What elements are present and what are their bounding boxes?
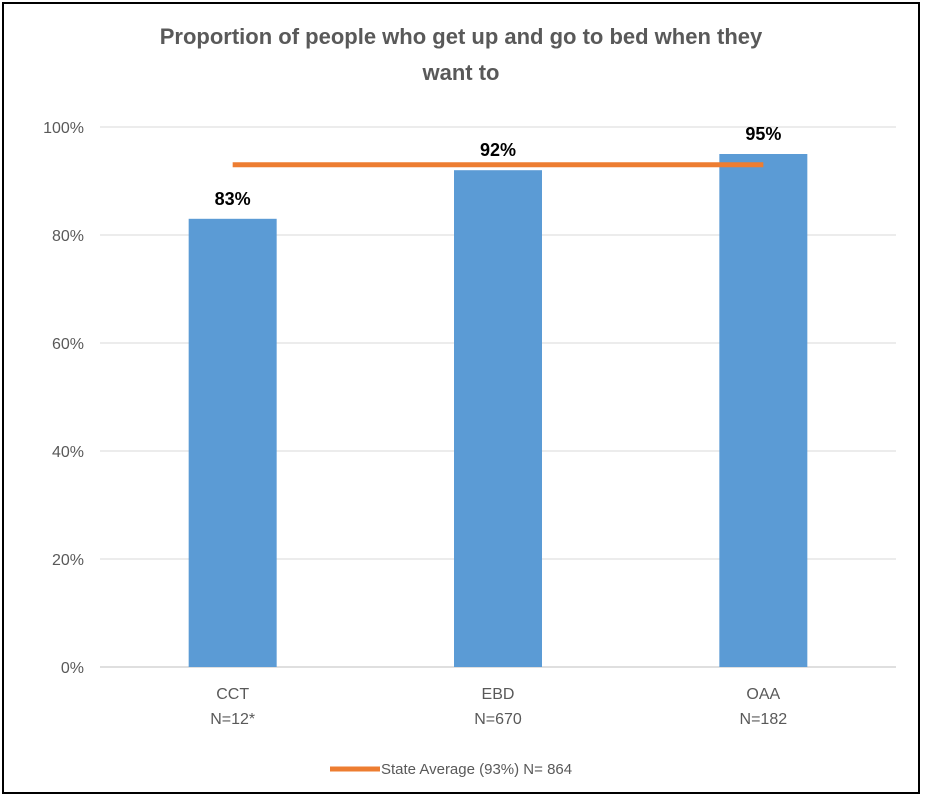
y-tick-label-100: 100% — [43, 120, 84, 137]
data-label-ebd: 92% — [480, 140, 516, 160]
y-axis-tick-labels: 0% 20% 40% 60% 80% 100% — [43, 120, 84, 677]
legend: State Average (93%) N= 864 — [330, 761, 572, 778]
y-tick-label-40: 40% — [52, 444, 84, 461]
y-tick-label-60: 60% — [52, 336, 84, 353]
y-tick-label-20: 20% — [52, 552, 84, 569]
y-tick-label-0: 0% — [61, 660, 84, 677]
x-category-sublabel-oaa: N=182 — [740, 711, 788, 728]
x-category-label-cct: CCT — [216, 686, 249, 703]
data-labels: 83% 92% 95% — [215, 124, 782, 209]
x-category-sublabel-ebd: N=670 — [474, 711, 522, 728]
legend-label-state-average: State Average (93%) N= 864 — [381, 761, 572, 778]
x-category-sublabel-cct: N=12* — [210, 711, 255, 728]
bar-chart: Proportion of people who get up and go t… — [43, 24, 896, 778]
chart-title: Proportion of people who get up and go t… — [160, 24, 763, 85]
bar-oaa — [719, 154, 808, 667]
x-category-label-oaa: OAA — [746, 686, 780, 703]
bar-cct — [188, 218, 277, 668]
data-label-oaa: 95% — [745, 124, 781, 144]
x-category-label-ebd: EBD — [482, 686, 515, 703]
chart-title-line-1: Proportion of people who get up and go t… — [160, 24, 763, 49]
data-label-cct: 83% — [215, 189, 251, 209]
bar-ebd — [454, 170, 542, 667]
bar-series — [188, 154, 808, 668]
chart-title-line-2: want to — [422, 60, 500, 85]
y-tick-label-80: 80% — [52, 228, 84, 245]
x-axis-category-labels: CCT N=12* EBD N=670 OAA N=182 — [210, 686, 787, 728]
